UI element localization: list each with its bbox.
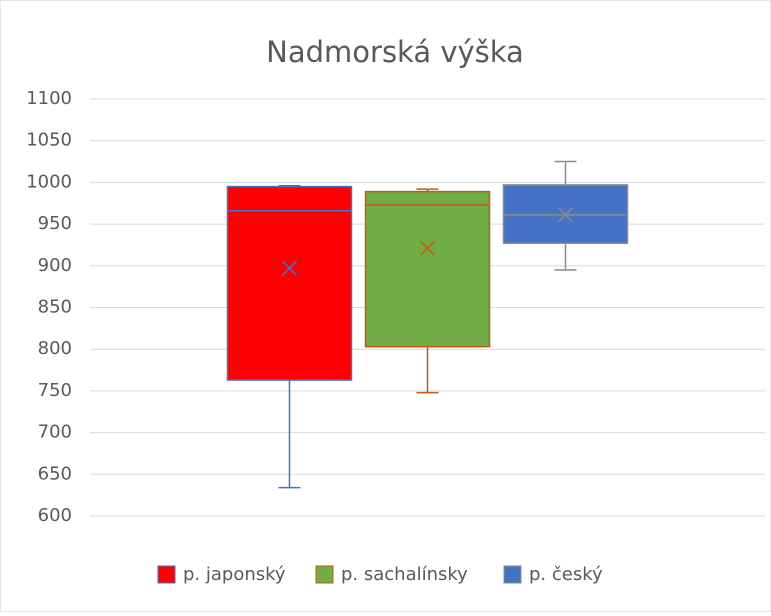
box — [226, 185, 353, 381]
legend-swatch — [315, 565, 334, 584]
y-tick-label: 1000 — [26, 171, 72, 192]
y-tick-label: 650 — [38, 463, 72, 484]
y-tick-label: 800 — [38, 338, 72, 359]
legend-swatch — [503, 565, 522, 584]
y-tick-label: 600 — [38, 505, 72, 526]
y-tick-label: 1100 — [26, 88, 72, 109]
legend-label: p. sachalínsky — [341, 564, 468, 585]
y-tick-label: 850 — [38, 297, 72, 318]
y-tick-label: 700 — [38, 422, 72, 443]
legend-label: p. český — [529, 564, 603, 585]
box — [364, 190, 491, 348]
y-tick-label: 950 — [38, 213, 72, 234]
mean-marker — [281, 260, 298, 276]
y-tick-label: 900 — [38, 255, 72, 276]
mean-marker — [419, 240, 436, 256]
mean-marker — [557, 207, 574, 223]
chart-title: Nadmorská výška — [266, 35, 524, 69]
y-tick-label: 1050 — [26, 130, 72, 151]
legend-swatch — [157, 565, 176, 584]
y-tick-label: 750 — [38, 380, 72, 401]
legend-label: p. japonský — [183, 564, 286, 585]
